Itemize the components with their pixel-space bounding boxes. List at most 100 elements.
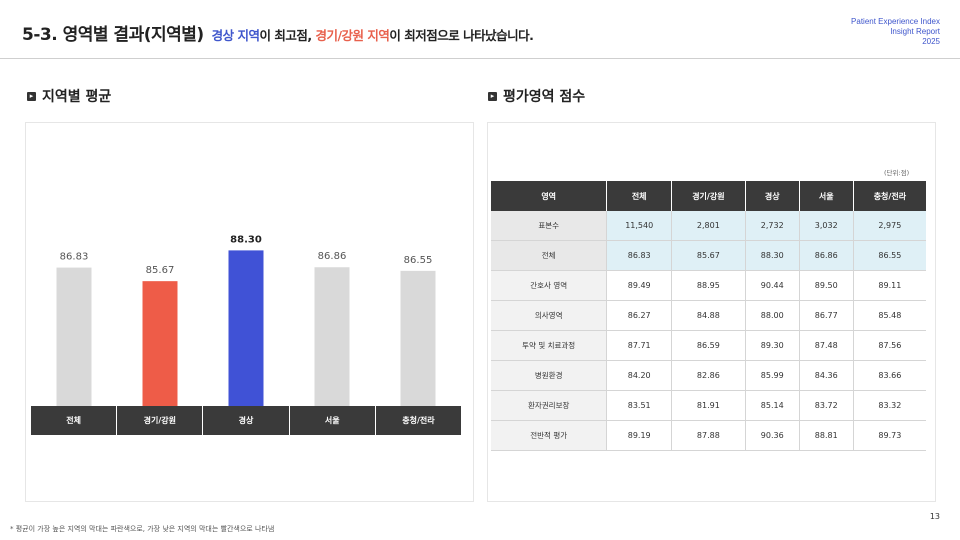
unit-label: (단위:점): [884, 169, 910, 177]
right-heading-text: 평가영역 점수: [503, 89, 586, 105]
x-tick-label-0: 전체: [31, 406, 118, 435]
bar-value-label-1: 85.67: [146, 265, 175, 276]
table-row: 의사영역 86.27 84.88 88.00 86.77 85.48: [491, 300, 926, 331]
table-header-cell: 충청/전라: [853, 181, 926, 211]
x-tick-label-2: 경상: [203, 406, 290, 435]
table-cell: 84.20: [606, 360, 672, 391]
table-cell: 83.66: [853, 360, 926, 391]
table-header-cell: 영역: [491, 181, 608, 211]
table-cell: 11,540: [606, 211, 672, 241]
table-cell: 86.55: [853, 240, 926, 271]
right-section-heading: ▸ 평가영역 점수: [488, 86, 585, 106]
brand-year: 2025: [922, 37, 940, 46]
table-cell: 88.00: [745, 300, 800, 331]
row-label: 전체: [491, 240, 608, 271]
table-cell: 90.44: [745, 270, 800, 301]
table-cell: 86.27: [606, 300, 672, 331]
table-cell: 89.49: [606, 270, 672, 301]
table-cell: 3,032: [799, 211, 854, 241]
bar-value-label-0: 86.83: [60, 252, 89, 263]
table-cell: 89.73: [853, 420, 926, 451]
row-label: 간호사 영역: [491, 270, 608, 301]
table-cell: 86.83: [606, 240, 672, 271]
table-row: 환자권리보장 83.51 81.91 85.14 83.72 83.32: [491, 390, 926, 421]
table-cell: 86.77: [799, 300, 854, 331]
table-cell: 89.11: [853, 270, 926, 301]
table-cell: 84.36: [799, 360, 854, 391]
x-tick-label-4: 충청/전라: [375, 406, 462, 435]
bar-value-label-4: 86.55: [404, 255, 433, 266]
header-divider: [0, 58, 960, 59]
table-row: 표본수 11,540 2,801 2,732 3,032 2,975: [491, 211, 926, 241]
table-cell: 2,732: [745, 211, 800, 241]
row-label: 전반적 평가: [491, 420, 608, 451]
bar-value-label-3: 86.86: [318, 251, 347, 262]
table-cell: 88.81: [799, 420, 854, 451]
table-cell: 85.48: [853, 300, 926, 331]
row-label: 환자권리보장: [491, 390, 608, 421]
table-cell: 90.36: [745, 420, 800, 451]
table-cell: 88.95: [671, 270, 746, 301]
table-cell: 83.72: [799, 390, 854, 421]
footnote: * 평균이 가장 높은 지역의 막대는 파란색으로, 가장 낮은 지역의 막대는…: [10, 525, 275, 533]
worst-region-highlight: 경기/강원 지역: [315, 28, 390, 43]
table-cell: 87.88: [671, 420, 746, 451]
table-row: 전체 86.83 85.67 88.30 86.86 86.55: [491, 240, 926, 271]
row-label: 의사영역: [491, 300, 608, 331]
bar-1: [142, 281, 178, 406]
bullet-icon: ▸: [488, 91, 497, 101]
table-cell: 83.51: [606, 390, 672, 421]
page-title: 5-3. 영역별 결과(지역별) 경상 지역이 최고점, 경기/강원 지역이 최저…: [22, 20, 534, 45]
brand-line-2: Insight Report: [890, 27, 940, 36]
title-main: 5-3. 영역별 결과(지역별): [22, 25, 204, 45]
table-header-cell: 서울: [799, 181, 854, 211]
left-section-heading: ▸ 지역별 평균: [27, 86, 111, 106]
table-cell: 89.30: [745, 330, 800, 361]
table-cell: 89.19: [606, 420, 672, 451]
brand-line-1: Patient Experience Index: [851, 17, 940, 26]
x-tick-label-1: 경기/강원: [117, 406, 204, 435]
table-cell: 87.56: [853, 330, 926, 361]
brand-block: Patient Experience Index Insight Report …: [851, 17, 940, 47]
table-cell: 84.88: [671, 300, 746, 331]
bar-4: [400, 270, 436, 406]
bullet-icon: ▸: [27, 91, 36, 101]
row-label: 병원환경: [491, 360, 608, 391]
best-region-highlight: 경상 지역: [211, 28, 260, 43]
bar-3: [314, 267, 350, 406]
table-cell: 89.50: [799, 270, 854, 301]
left-heading-text: 지역별 평균: [42, 89, 112, 105]
table-row: 투약 및 치료과정 87.71 86.59 89.30 87.48 87.56: [491, 330, 926, 361]
table-cell: 85.14: [745, 390, 800, 421]
table-cell: 2,801: [671, 211, 746, 241]
table-cell: 85.67: [671, 240, 746, 271]
table-cell: 85.99: [745, 360, 800, 391]
bar-2: [228, 250, 264, 406]
table-cell: 82.86: [671, 360, 746, 391]
table-cell: 88.30: [745, 240, 800, 271]
chart-x-axis: 전체 경기/강원 경상 서울 충청/전라: [31, 406, 462, 435]
bar-value-label-2: 88.30: [230, 234, 262, 245]
title-text-end: 이 최저점으로 나타났습니다.: [389, 28, 534, 43]
table-cell: 86.86: [799, 240, 854, 271]
table-cell: 86.59: [671, 330, 746, 361]
page-number: 13: [929, 512, 940, 521]
table-cell: 87.48: [799, 330, 854, 361]
table-row: 전반적 평가 89.19 87.88 90.36 88.81 89.73: [491, 420, 926, 451]
table-cell: 83.32: [853, 390, 926, 421]
row-label: 투약 및 치료과정: [491, 330, 608, 361]
table-cell: 2,975: [853, 211, 926, 241]
table-cell: 87.71: [606, 330, 672, 361]
row-label: 표본수: [491, 211, 608, 241]
score-table: 영역 전체 경기/강원 경상 서울 충청/전라 표본수 11,540 2,801 2,732 3,…: [491, 181, 926, 451]
title-text-mid: 이 최고점,: [259, 28, 316, 43]
table-header-cell: 경기/강원: [671, 181, 746, 211]
x-tick-label-3: 서울: [289, 406, 376, 435]
table-row: 병원환경 84.20 82.86 85.99 84.36 83.66: [491, 360, 926, 391]
bar-0: [56, 267, 92, 406]
table-header-cell: 전체: [606, 181, 672, 211]
table-row: 간호사 영역 89.49 88.95 90.44 89.50 89.11: [491, 270, 926, 301]
table-header-row: 영역 전체 경기/강원 경상 서울 충청/전라: [491, 181, 926, 211]
table-header-cell: 경상: [745, 181, 800, 211]
